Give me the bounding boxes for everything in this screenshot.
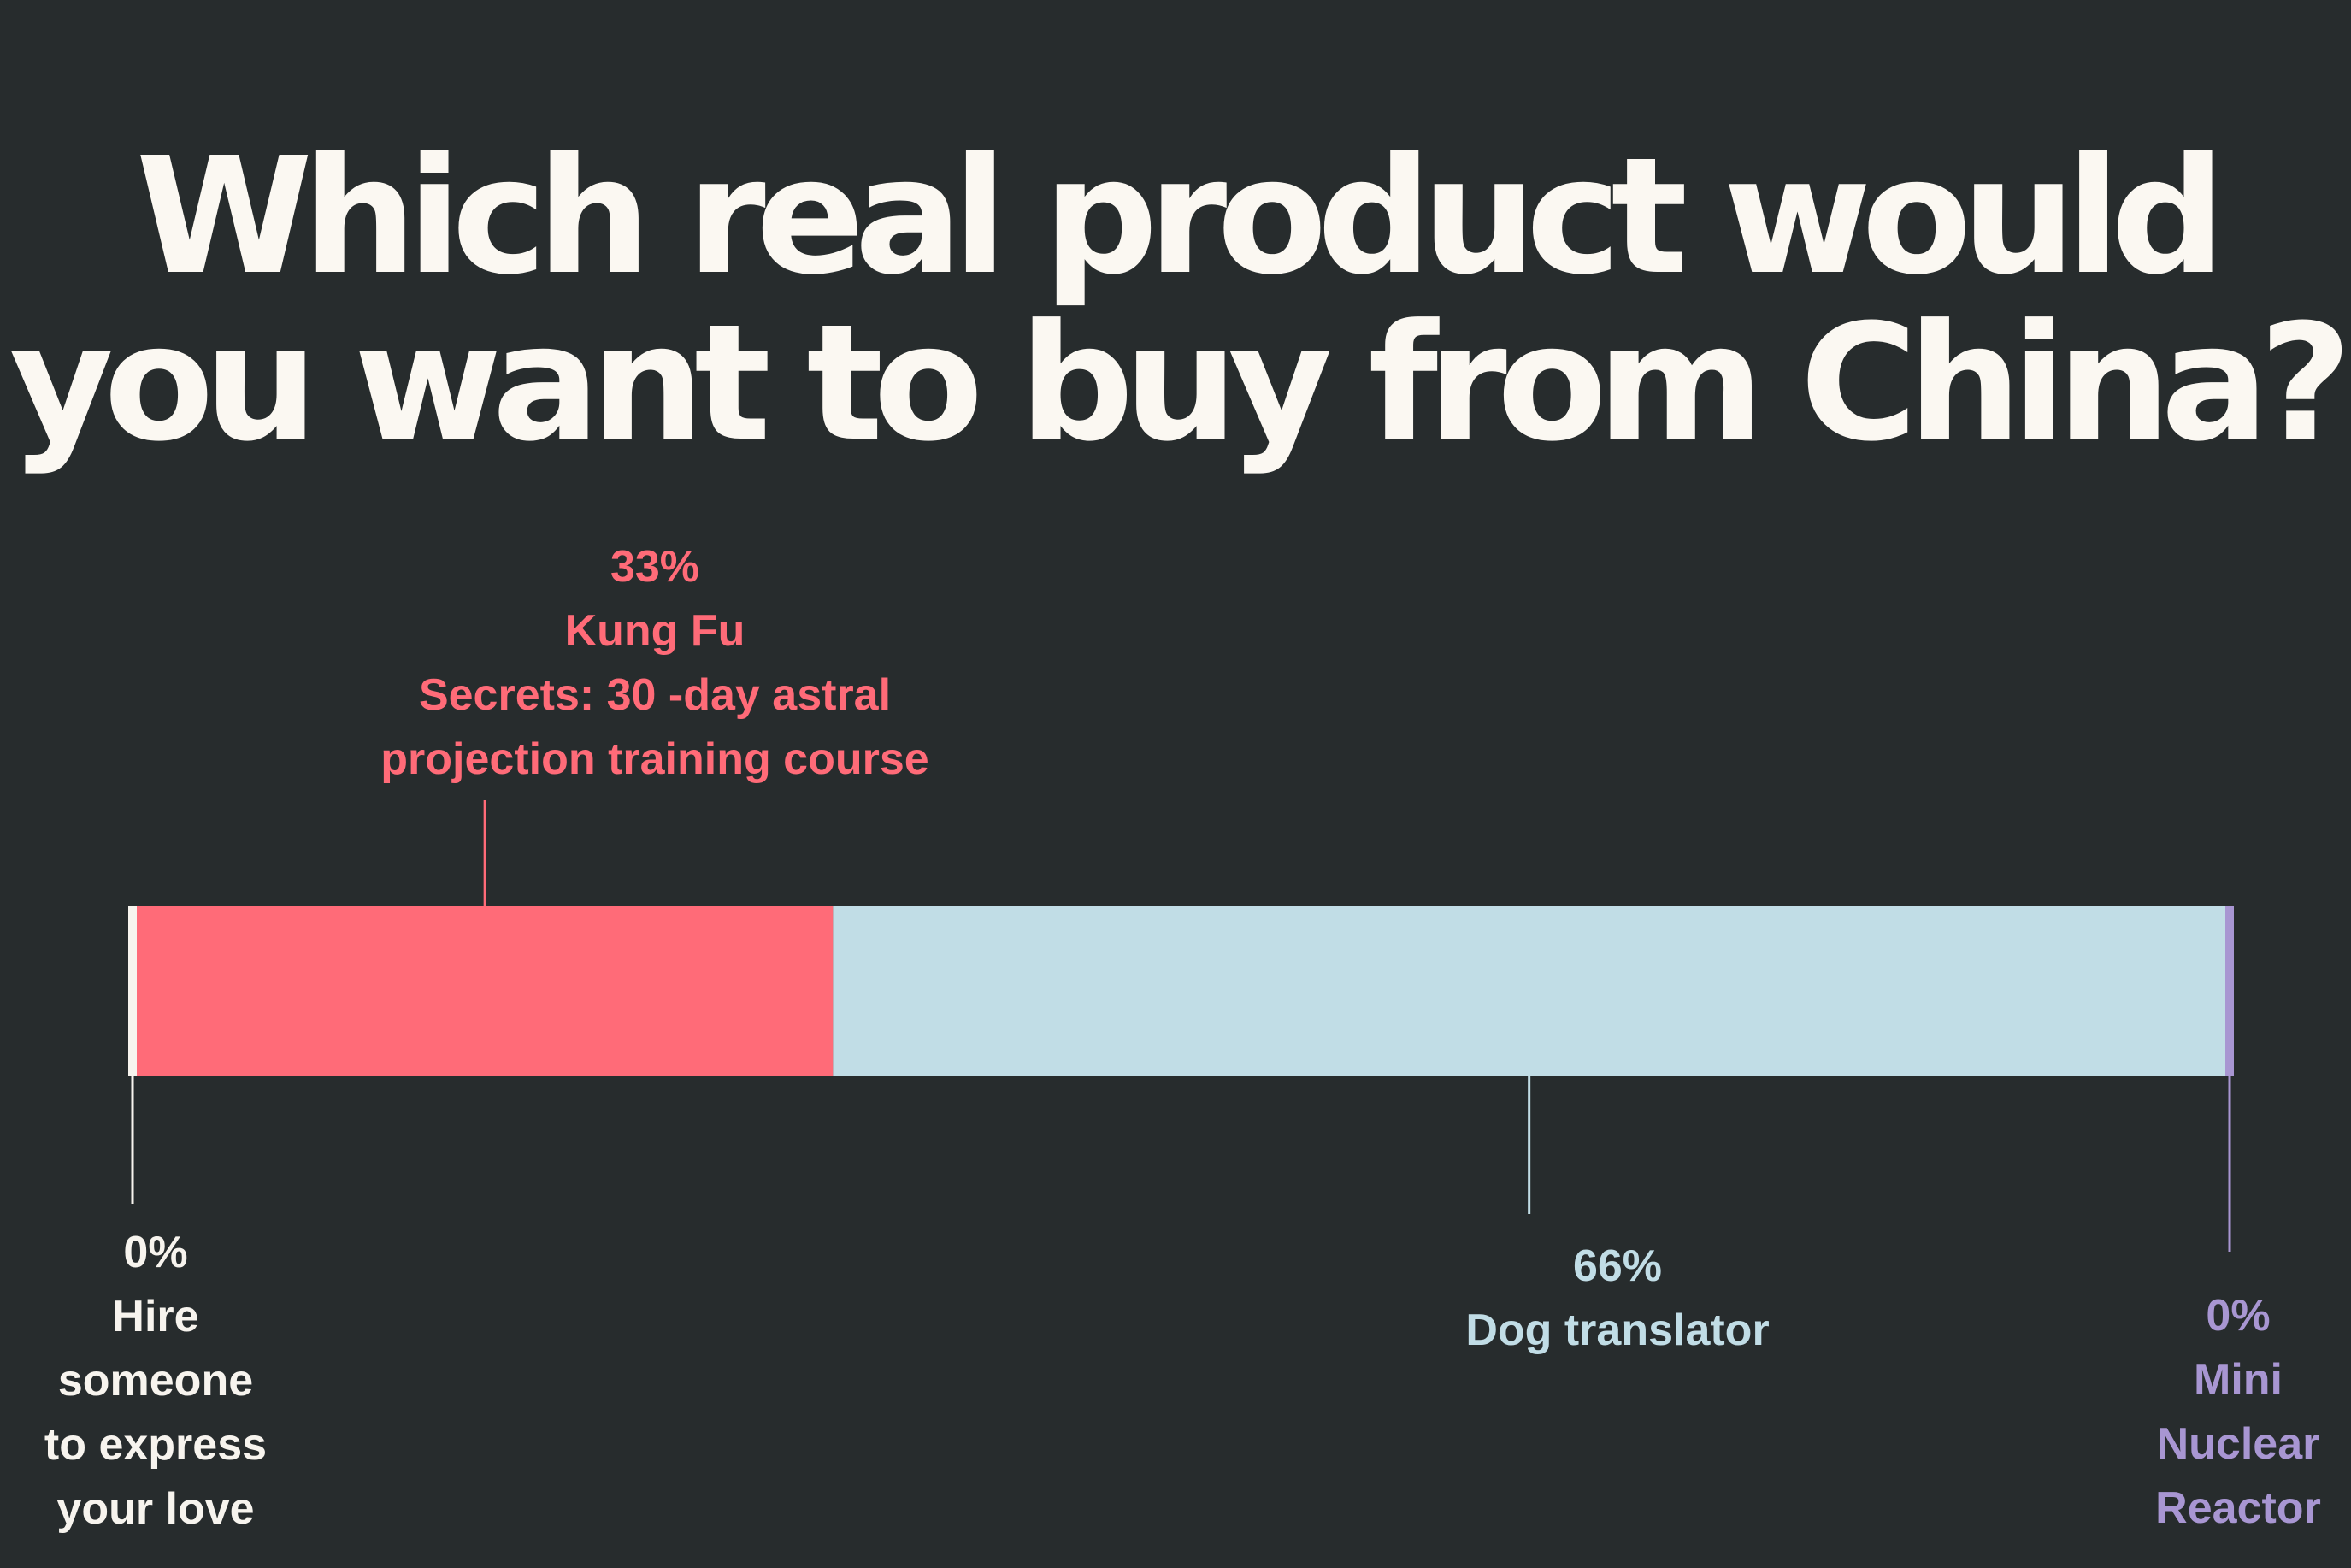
label-kung-fu-value: 33% <box>610 542 700 592</box>
label-reactor-name-line-1: Mini <box>2194 1355 2283 1405</box>
chart-title-line-1: Which real product would <box>135 123 2226 310</box>
chart-title-line-2: you want to buy from China? <box>9 290 2351 477</box>
label-hire-value: 0% <box>123 1228 188 1277</box>
label-reactor-value: 0% <box>2206 1291 2271 1341</box>
label-dog-value: 66% <box>1572 1241 1663 1291</box>
label-kung-fu: 33% Kung Fu Secrets: 30 -day astral proj… <box>270 535 1040 792</box>
label-kung-fu-name-line-1: Kung Fu <box>564 606 745 656</box>
label-dog-name-line-1: Dog translator <box>1465 1306 1770 1355</box>
bar-segment-mini-nuclear-reactor <box>2225 906 2234 1076</box>
bar-segments <box>128 906 2234 1076</box>
label-kung-fu-name-line-3: projection training course <box>380 734 929 784</box>
label-reactor-name-line-2: Nuclear <box>2156 1419 2320 1469</box>
label-hire-name-line-3: to express <box>44 1420 268 1470</box>
label-hire-name-line-1: Hire <box>112 1292 199 1341</box>
bar-segment-hire-someone <box>128 906 137 1076</box>
label-hire-name-line-4: your love <box>56 1484 255 1534</box>
label-hire-someone: 0% Hire someone to express your love <box>10 1221 301 1541</box>
label-mini-nuclear-reactor: 0% Mini Nuclear Reactor <box>2110 1284 2351 1541</box>
bar-segment-dog-translator <box>833 906 2226 1076</box>
label-hire-name-line-2: someone <box>57 1356 254 1406</box>
bar-segment-kung-fu <box>137 906 834 1076</box>
leader-lines <box>131 800 2231 1252</box>
label-dog-translator: 66% Dog translator <box>1318 1235 1917 1363</box>
label-kung-fu-name-line-2: Secrets: 30 -day astral <box>418 670 892 720</box>
label-reactor-name-line-3: Reactor <box>2155 1483 2321 1533</box>
